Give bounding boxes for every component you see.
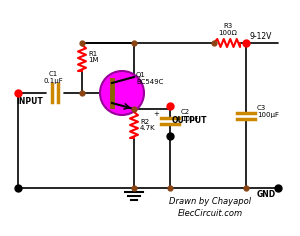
Text: R2
4.7K: R2 4.7K — [140, 118, 156, 131]
Text: INPUT: INPUT — [16, 97, 43, 106]
Text: C1
0.1μF: C1 0.1μF — [43, 71, 63, 84]
Text: R3
100Ω: R3 100Ω — [219, 23, 237, 36]
Text: C2
10μF: C2 10μF — [181, 110, 199, 122]
Text: ElecCircuit.com: ElecCircuit.com — [177, 209, 243, 218]
Text: 9-12V: 9-12V — [249, 32, 272, 41]
Text: Drawn by Chayapol: Drawn by Chayapol — [169, 197, 251, 206]
Text: GND: GND — [257, 190, 276, 199]
Text: OUTPUT: OUTPUT — [172, 116, 208, 125]
Text: Q1
BC549C: Q1 BC549C — [136, 72, 164, 85]
Text: R1
1M: R1 1M — [88, 51, 98, 63]
Text: C3
100μF: C3 100μF — [257, 105, 279, 118]
Circle shape — [100, 71, 144, 115]
Text: +: + — [153, 111, 159, 117]
